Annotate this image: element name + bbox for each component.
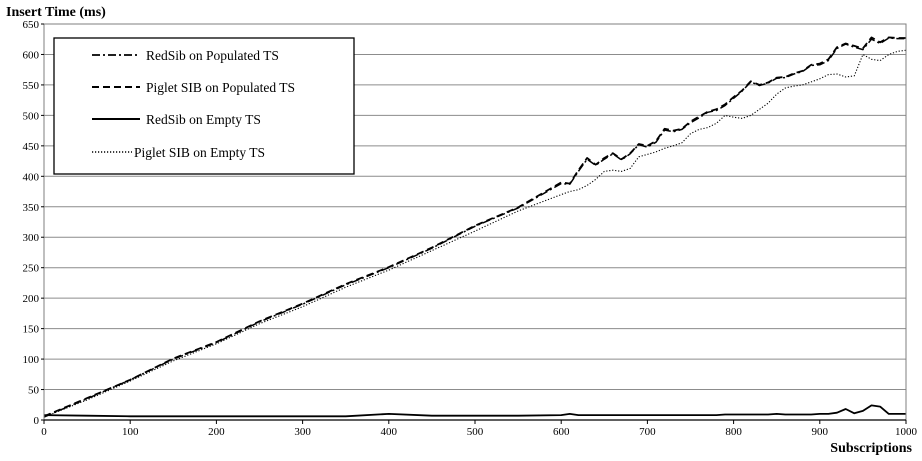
x-tick-label: 800 [725, 426, 742, 438]
x-tick-label: 500 [467, 426, 484, 438]
x-tick-label: 200 [208, 426, 225, 438]
x-tick-label: 700 [639, 426, 656, 438]
y-tick-label: 350 [23, 202, 40, 214]
x-tick-label: 400 [381, 426, 398, 438]
series-line-piglet-sib-on-empty-ts [43, 49, 907, 418]
x-tick-label: 1000 [895, 426, 918, 438]
series-lines [43, 36, 907, 418]
y-tick-label: 600 [23, 49, 40, 61]
x-tick-labels: 0 100 200 300 400 500 600 700 800 900 1000 [41, 420, 918, 438]
legend: RedSib on Populated TS Piglet SIB on Popu… [53, 37, 355, 175]
legend-label: Piglet SIB on Populated TS [146, 80, 295, 95]
legend-box [53, 37, 355, 175]
y-tick-label: 100 [23, 354, 40, 366]
x-tick-label: 0 [41, 426, 47, 438]
series-line-piglet-sib-on-populated-ts [43, 36, 906, 418]
x-tick-label: 100 [122, 426, 139, 438]
y-tick-label: 0 [34, 415, 40, 427]
y-tick-label: 650 [23, 19, 40, 31]
legend-label: RedSib on Populated TS [146, 48, 279, 63]
x-tick-label: 300 [294, 426, 311, 438]
y-tick-label: 50 [28, 385, 40, 397]
y-tick-label: 550 [23, 80, 40, 92]
legend-label: Piglet SIB on Empty TS [134, 145, 265, 160]
x-tick-label: 600 [553, 426, 570, 438]
y-tick-label: 300 [23, 232, 40, 244]
y-axis-title: Insert Time (ms) [6, 5, 106, 20]
y-tick-label: 450 [23, 141, 40, 153]
series-line-redsib-on-empty-ts [43, 404, 906, 418]
x-axis-title: Subscriptions [830, 441, 912, 456]
y-tick-labels: 0 50 100 150 200 250 300 350 400 450 500 550 600 650 [23, 19, 44, 427]
y-tick-label: 200 [23, 293, 40, 305]
y-tick-label: 400 [23, 171, 40, 183]
y-tick-label: 150 [23, 324, 40, 336]
x-tick-label: 900 [812, 426, 829, 438]
legend-entries: RedSib on Populated TS Piglet SIB on Popu… [92, 48, 295, 160]
legend-label: RedSib on Empty TS [146, 112, 261, 127]
y-tick-label: 500 [23, 110, 40, 122]
y-tick-label: 250 [23, 263, 40, 275]
